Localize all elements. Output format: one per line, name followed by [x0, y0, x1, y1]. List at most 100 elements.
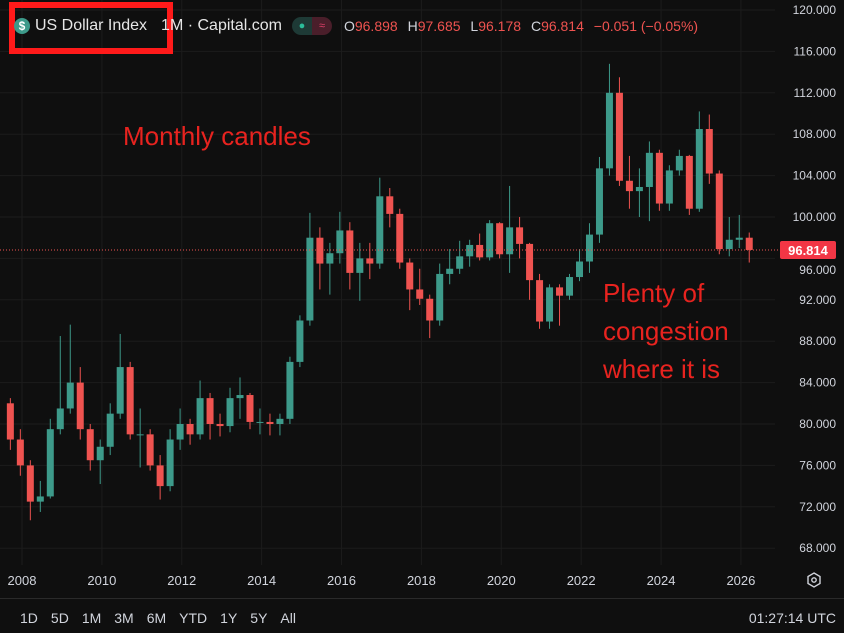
candle-body	[66, 382, 74, 409]
annotation-line: Plenty of	[603, 278, 705, 308]
candle-body	[226, 398, 234, 427]
y-tick-label: 120.000	[793, 3, 837, 17]
range-button-6m[interactable]: 6M	[146, 609, 167, 626]
candle-body	[526, 243, 534, 281]
candle-body	[346, 230, 354, 273]
x-tick-label: 2010	[87, 573, 116, 588]
x-tick-label: 2008	[8, 573, 37, 588]
candle-body	[536, 280, 544, 322]
candle-body	[176, 424, 184, 440]
wave-icon: ≈	[311, 17, 332, 35]
candle-body	[46, 429, 54, 497]
candle-body	[416, 289, 424, 299]
candle-body	[546, 287, 554, 322]
annotation-monthly: Monthly candles	[123, 121, 311, 151]
candle-body	[156, 465, 164, 487]
y-tick-label: 112.000	[794, 86, 837, 100]
candle-body	[695, 129, 703, 209]
candle-body	[56, 408, 64, 430]
candle-body	[276, 418, 284, 424]
candle-body	[506, 227, 514, 255]
candle-body	[76, 382, 84, 430]
candle-body	[326, 253, 334, 264]
candle-body	[516, 227, 524, 244]
x-tick-label: 2014	[247, 573, 276, 588]
candle-body	[446, 268, 454, 274]
high-value: 97.685	[417, 18, 461, 34]
candle-body	[725, 239, 733, 250]
y-tick-label: 72.000	[799, 500, 836, 514]
open-value: 96.898	[354, 18, 398, 34]
interval-source[interactable]: 1M · Capital.com	[161, 17, 282, 34]
candle-body	[376, 196, 384, 264]
candle-body	[486, 223, 494, 258]
clock: 01:27:14 UTC	[748, 609, 836, 626]
status-pill[interactable]: ● ≈	[291, 17, 332, 35]
candle-body	[336, 230, 344, 254]
range-button-ytd[interactable]: YTD	[179, 609, 208, 626]
highlight-box	[9, 2, 173, 54]
candle-body	[715, 173, 723, 250]
x-tick-label: 2018	[407, 573, 436, 588]
candle-body	[476, 244, 484, 258]
range-button-1d[interactable]: 1D	[20, 609, 38, 626]
range-button-3m[interactable]: 3M	[114, 609, 134, 626]
y-tick-label: 88.000	[799, 334, 836, 348]
y-tick-label: 80.000	[799, 417, 836, 431]
y-tick-label: 76.000	[799, 458, 836, 472]
range-button-1m[interactable]: 1M	[81, 609, 102, 626]
candle-body	[595, 168, 603, 235]
candle-body	[456, 256, 464, 269]
candle-body	[106, 413, 114, 447]
symbol-name[interactable]: US Dollar Index	[35, 17, 148, 34]
x-tick-label: 2016	[327, 573, 356, 588]
candle-body	[256, 421, 264, 423]
candle-body	[665, 170, 673, 204]
x-tick-label: 2022	[567, 573, 596, 588]
settings-icon[interactable]	[806, 572, 822, 588]
candle-body	[26, 465, 34, 502]
candle-body	[296, 320, 304, 362]
candle-body	[186, 424, 194, 435]
candle-body	[685, 155, 693, 209]
candle-body	[216, 424, 224, 427]
high-label: H	[407, 18, 418, 34]
y-tick-label: 96.000	[799, 263, 836, 277]
y-tick-label: 108.000	[793, 127, 837, 141]
candle-body	[116, 367, 124, 414]
annotation-line: where it is	[603, 354, 721, 384]
candle-body	[426, 298, 434, 321]
y-tick-label: 116.000	[794, 44, 837, 58]
range-button-5y[interactable]: 5Y	[250, 609, 268, 626]
annotation-congestion: Plenty of congestion where it is	[603, 274, 729, 388]
last-price-badge	[780, 240, 836, 259]
candle-body	[615, 92, 623, 181]
candle-body	[605, 92, 613, 169]
candle-body	[196, 398, 204, 435]
candle-body	[6, 403, 14, 440]
candle-body	[386, 196, 394, 214]
candle-body	[655, 152, 663, 204]
y-tick-label: 68.000	[799, 541, 836, 555]
candle-body	[136, 434, 144, 436]
candle-body	[575, 261, 583, 278]
candle-body	[86, 429, 94, 461]
x-tick-label: 2026	[726, 573, 755, 588]
range-button-5d[interactable]: 5D	[50, 609, 69, 626]
change-value: −0.051 (−0.05%)	[593, 18, 699, 34]
range-button-1y[interactable]: 1Y	[220, 609, 238, 626]
x-tick-label: 2020	[487, 573, 516, 588]
open-label: O	[343, 18, 355, 34]
price-chart[interactable]: 68.000 72.000 76.000 80.000 84.000 88.000 92.0…	[0, 0, 844, 600]
candle-body	[146, 434, 154, 466]
close-value: 96.814	[541, 18, 584, 34]
range-button-all[interactable]: All	[280, 609, 296, 626]
candle-body	[366, 258, 374, 264]
candle-body	[436, 273, 444, 321]
x-tick-label: 2012	[167, 573, 196, 588]
candle-body	[306, 237, 314, 321]
candle-body	[266, 421, 274, 424]
candle-body	[236, 395, 244, 399]
range-bar: 1D 5D 1M 3M 6M YTD 1Y 5Y All 01:27:14 UTC	[0, 602, 844, 633]
y-tick-label: 92.000	[799, 293, 836, 307]
